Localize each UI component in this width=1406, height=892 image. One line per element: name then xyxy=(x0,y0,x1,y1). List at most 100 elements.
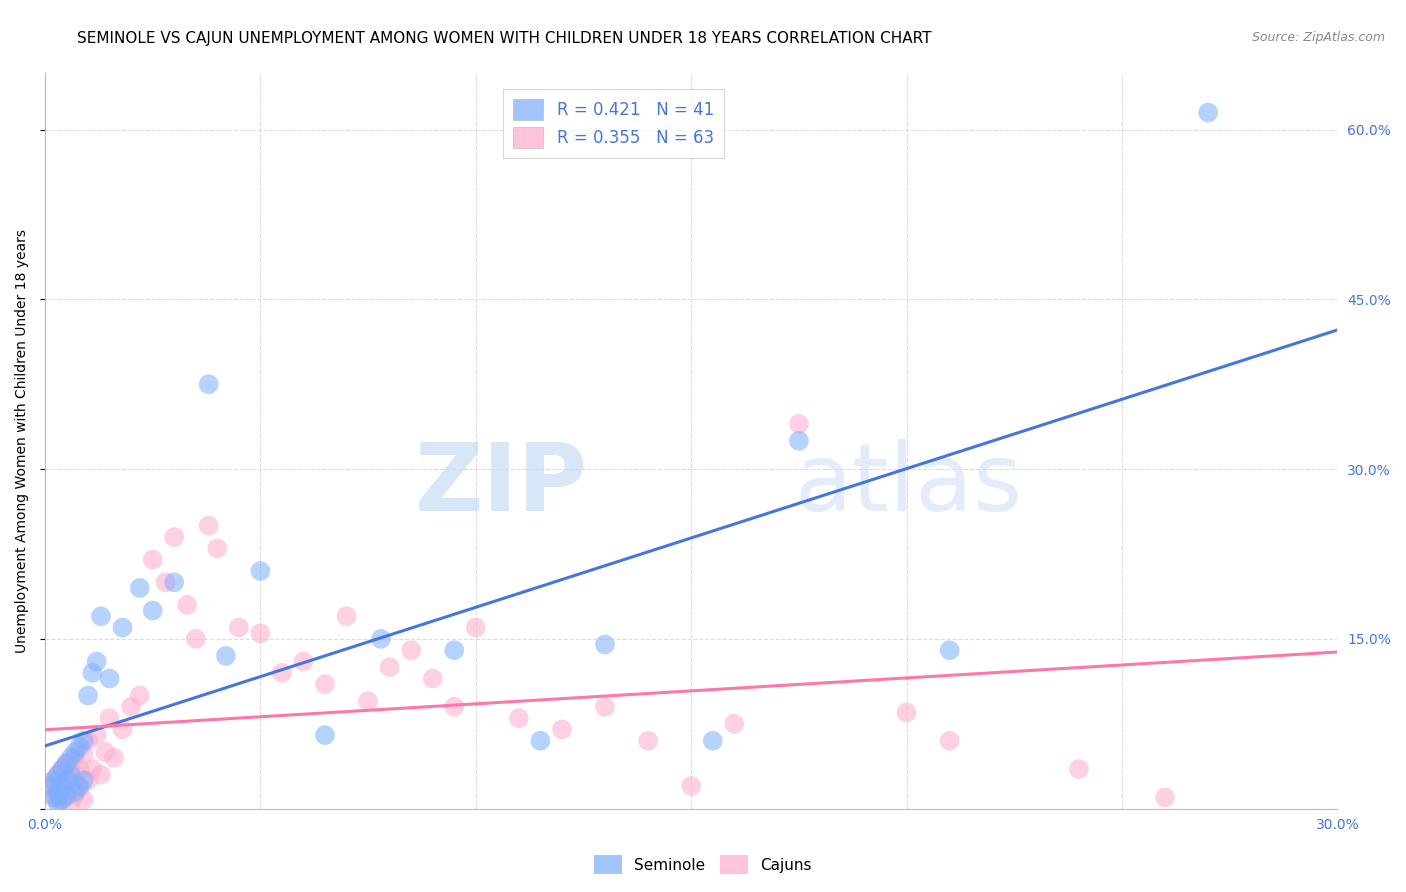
Point xyxy=(51,792,73,806)
Point xyxy=(51,773,73,788)
Point xyxy=(314,728,336,742)
Point xyxy=(59,768,82,782)
Point xyxy=(67,781,90,796)
Point xyxy=(77,689,100,703)
Point xyxy=(73,792,96,806)
Point xyxy=(207,541,229,556)
Point xyxy=(529,733,551,747)
Text: Source: ZipAtlas.com: Source: ZipAtlas.com xyxy=(1251,31,1385,45)
Point xyxy=(42,773,65,788)
Point xyxy=(55,770,77,784)
Text: ZIP: ZIP xyxy=(415,439,588,531)
Point xyxy=(38,781,60,796)
Point xyxy=(702,733,724,747)
Point xyxy=(249,626,271,640)
Point xyxy=(637,733,659,747)
Point xyxy=(63,785,86,799)
Point xyxy=(370,632,392,646)
Point xyxy=(46,796,69,810)
Point xyxy=(51,762,73,776)
Point xyxy=(723,716,745,731)
Point xyxy=(46,792,69,806)
Point xyxy=(142,552,165,566)
Point xyxy=(103,750,125,764)
Point xyxy=(46,785,69,799)
Point xyxy=(128,689,150,703)
Point xyxy=(335,609,357,624)
Point xyxy=(59,750,82,764)
Point xyxy=(681,779,703,793)
Point xyxy=(142,604,165,618)
Point xyxy=(128,581,150,595)
Point xyxy=(443,699,465,714)
Point xyxy=(94,745,117,759)
Point xyxy=(176,598,198,612)
Point xyxy=(59,758,82,772)
Point xyxy=(228,621,250,635)
Point xyxy=(163,530,186,544)
Point xyxy=(215,648,238,663)
Point xyxy=(357,694,380,708)
Point xyxy=(399,643,422,657)
Point xyxy=(55,790,77,805)
Point xyxy=(111,621,134,635)
Legend: R = 0.421   N = 41, R = 0.355   N = 63: R = 0.421 N = 41, R = 0.355 N = 63 xyxy=(503,88,724,158)
Point xyxy=(63,745,86,759)
Text: atlas: atlas xyxy=(794,439,1022,531)
Point xyxy=(197,518,219,533)
Point xyxy=(378,660,401,674)
Point xyxy=(120,699,142,714)
Point xyxy=(896,706,918,720)
Point xyxy=(787,417,810,431)
Point xyxy=(51,779,73,793)
Point xyxy=(73,733,96,747)
Point xyxy=(98,672,121,686)
Point xyxy=(55,788,77,802)
Point xyxy=(51,785,73,799)
Point xyxy=(938,733,960,747)
Point xyxy=(42,790,65,805)
Point xyxy=(46,768,69,782)
Point xyxy=(86,655,108,669)
Point xyxy=(82,762,104,776)
Point xyxy=(67,762,90,776)
Point xyxy=(55,756,77,771)
Point xyxy=(197,377,219,392)
Point xyxy=(787,434,810,448)
Point xyxy=(46,768,69,782)
Point xyxy=(77,773,100,788)
Point xyxy=(163,575,186,590)
Point xyxy=(155,575,177,590)
Point xyxy=(42,773,65,788)
Point xyxy=(90,768,112,782)
Point xyxy=(443,643,465,657)
Point xyxy=(1154,790,1177,805)
Point xyxy=(38,779,60,793)
Point xyxy=(551,723,574,737)
Point xyxy=(90,609,112,624)
Point xyxy=(63,750,86,764)
Point xyxy=(46,779,69,793)
Point xyxy=(51,762,73,776)
Point xyxy=(98,711,121,725)
Point xyxy=(42,788,65,802)
Point xyxy=(55,756,77,771)
Y-axis label: Unemployment Among Women with Children Under 18 years: Unemployment Among Women with Children U… xyxy=(15,229,30,653)
Point xyxy=(314,677,336,691)
Point xyxy=(82,665,104,680)
Text: SEMINOLE VS CAJUN UNEMPLOYMENT AMONG WOMEN WITH CHILDREN UNDER 18 YEARS CORRELAT: SEMINOLE VS CAJUN UNEMPLOYMENT AMONG WOM… xyxy=(77,31,932,46)
Point xyxy=(55,773,77,788)
Point xyxy=(249,564,271,578)
Point xyxy=(59,796,82,810)
Point xyxy=(63,768,86,782)
Point xyxy=(73,747,96,762)
Point xyxy=(271,665,294,680)
Point xyxy=(593,699,616,714)
Point xyxy=(593,638,616,652)
Point xyxy=(464,621,486,635)
Point xyxy=(184,632,207,646)
Point xyxy=(111,723,134,737)
Point xyxy=(67,779,90,793)
Point xyxy=(292,655,315,669)
Point xyxy=(938,643,960,657)
